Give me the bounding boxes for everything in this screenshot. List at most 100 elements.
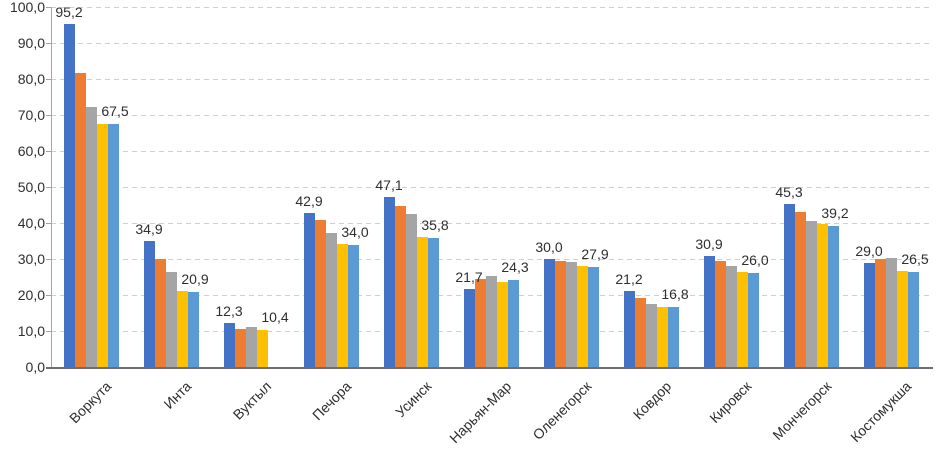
gridline — [51, 115, 931, 116]
bar-series-1-blue — [383, 197, 395, 367]
bar-series-2-orange — [874, 259, 886, 367]
bar-series-1-blue — [543, 259, 555, 367]
data-label-first: 95,2 — [55, 4, 83, 21]
bar-series-2-orange — [74, 72, 86, 367]
y-axis-tick-label: 0,0 — [25, 359, 45, 375]
data-label-first: 34,9 — [135, 221, 163, 238]
y-axis-tick — [46, 115, 51, 116]
bar-series-3-gray — [565, 261, 577, 367]
bar-series-3-gray — [85, 107, 97, 367]
y-axis-tick-label: 20,0 — [17, 287, 45, 303]
bar-series-3-gray — [165, 272, 177, 367]
bar-series-1-blue — [623, 290, 635, 367]
bar-series-1-blue — [143, 241, 155, 367]
y-axis-tick-label: 100,0 — [9, 0, 45, 15]
y-axis-tick-label: 60,0 — [17, 143, 45, 159]
bar-series-2-orange — [714, 261, 726, 367]
bar-series-3-gray — [805, 220, 817, 367]
bar-series-1-blue — [223, 322, 235, 367]
gridline — [51, 43, 931, 44]
data-label-last: 27,9 — [581, 245, 609, 262]
bar-series-4-yellow — [496, 281, 508, 367]
y-axis-tick — [46, 187, 51, 188]
y-axis-tick — [46, 151, 51, 152]
y-axis-line — [51, 7, 52, 367]
bar-series-2-orange — [554, 261, 566, 367]
bar-series-5-lightblue — [827, 225, 839, 367]
data-label-last: 39,2 — [821, 204, 849, 221]
gridline — [51, 259, 931, 260]
y-axis-tick-label: 10,0 — [17, 323, 45, 339]
y-axis-tick — [46, 331, 51, 332]
y-axis-tick — [46, 43, 51, 44]
bar-series-2-orange — [154, 259, 166, 367]
bar-series-3-gray — [725, 265, 737, 367]
y-axis-tick-label: 30,0 — [17, 251, 45, 267]
bar-series-4-yellow — [816, 224, 828, 367]
data-label-first: 21,7 — [455, 268, 483, 285]
bar-series-5-lightblue — [427, 238, 439, 367]
bar-series-5-lightblue — [747, 273, 759, 367]
bar-series-2-orange — [314, 220, 326, 367]
y-axis-tick-label: 40,0 — [17, 215, 45, 231]
gridline — [51, 223, 931, 224]
bar-series-5-lightblue — [187, 291, 199, 367]
data-label-last: 10,4 — [261, 308, 289, 325]
bar-series-4-yellow — [416, 237, 428, 367]
gridline — [51, 187, 931, 188]
bar-series-1-blue — [63, 24, 75, 367]
bar-series-3-gray — [645, 303, 657, 367]
data-label-last: 67,5 — [101, 103, 129, 119]
data-label-first: 29,0 — [855, 242, 883, 259]
y-axis-tick — [46, 79, 51, 80]
bar-series-3-gray — [325, 233, 337, 367]
bar-series-3-gray — [485, 275, 497, 367]
bar-series-1-blue — [783, 203, 795, 367]
bar-series-4-yellow — [656, 307, 668, 367]
bar-series-5-lightblue — [907, 271, 919, 367]
data-label-first: 30,0 — [535, 239, 563, 255]
data-label-last: 16,8 — [661, 285, 689, 302]
data-label-first: 42,9 — [295, 192, 323, 209]
x-axis-line — [46, 367, 933, 369]
data-label-last: 35,8 — [421, 217, 449, 234]
y-axis-tick-label: 70,0 — [17, 107, 45, 123]
bar-series-1-blue — [463, 288, 475, 367]
data-label-last: 20,9 — [181, 270, 209, 287]
y-axis-tick-label: 90,0 — [17, 35, 45, 51]
gridline — [51, 7, 931, 8]
y-axis-tick-label: 80,0 — [17, 71, 45, 87]
plot-area: 95,2 67,5 34,9 20,9 12,3 10,4 42,9 34,0 47,1 35,8… — [51, 5, 931, 367]
bar-series-3-gray — [245, 326, 257, 367]
bar-series-1-blue — [863, 262, 875, 367]
bar-series-2-orange — [394, 206, 406, 367]
bar-series-2-orange — [634, 297, 646, 367]
bar-series-4-yellow — [896, 271, 908, 367]
bar-series-3-gray — [405, 213, 417, 367]
y-axis-tick — [46, 295, 51, 296]
y-axis-tick — [46, 259, 51, 260]
gridline — [51, 151, 931, 152]
y-axis-tick — [46, 223, 51, 224]
data-label-first: 45,3 — [775, 183, 803, 200]
bar-series-1-blue — [303, 212, 315, 367]
data-label-first: 21,2 — [615, 270, 643, 287]
bar-series-4-yellow — [256, 329, 268, 367]
bar-series-2-orange — [794, 212, 806, 367]
bar-series-5-lightblue — [107, 124, 119, 367]
bar-series-2-orange — [234, 328, 246, 367]
bar-series-4-yellow — [96, 123, 108, 367]
data-label-first: 47,1 — [375, 177, 403, 194]
bar-series-5-lightblue — [667, 306, 679, 367]
data-label-last: 34,0 — [341, 223, 369, 240]
data-label-last: 26,0 — [741, 252, 769, 269]
bar-series-3-gray — [885, 257, 897, 367]
data-label-last: 24,3 — [501, 258, 529, 275]
bar-series-4-yellow — [736, 271, 748, 367]
data-label-first: 12,3 — [215, 302, 243, 319]
bar-series-4-yellow — [336, 243, 348, 367]
bar-series-5-lightblue — [587, 266, 599, 367]
data-label-last: 26,5 — [901, 250, 929, 267]
gridline — [51, 79, 931, 80]
